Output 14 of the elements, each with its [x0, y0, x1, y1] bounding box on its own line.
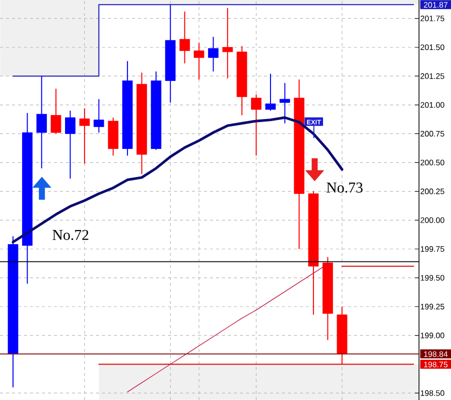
candlestick	[208, 36, 218, 72]
candlestick	[280, 82, 290, 124]
candlestick	[65, 110, 76, 180]
candlestick	[194, 42, 204, 80]
candlestick	[36, 76, 47, 169]
candlestick	[79, 108, 90, 164]
candlestick	[222, 8, 233, 79]
candlestick	[94, 98, 104, 134]
annotation: No.72	[52, 230, 88, 240]
annotation: No.73	[326, 182, 363, 193]
candlestick	[265, 73, 276, 112]
candlestick	[50, 88, 62, 134]
candlestick	[251, 94, 262, 156]
candlestick	[179, 11, 190, 64]
